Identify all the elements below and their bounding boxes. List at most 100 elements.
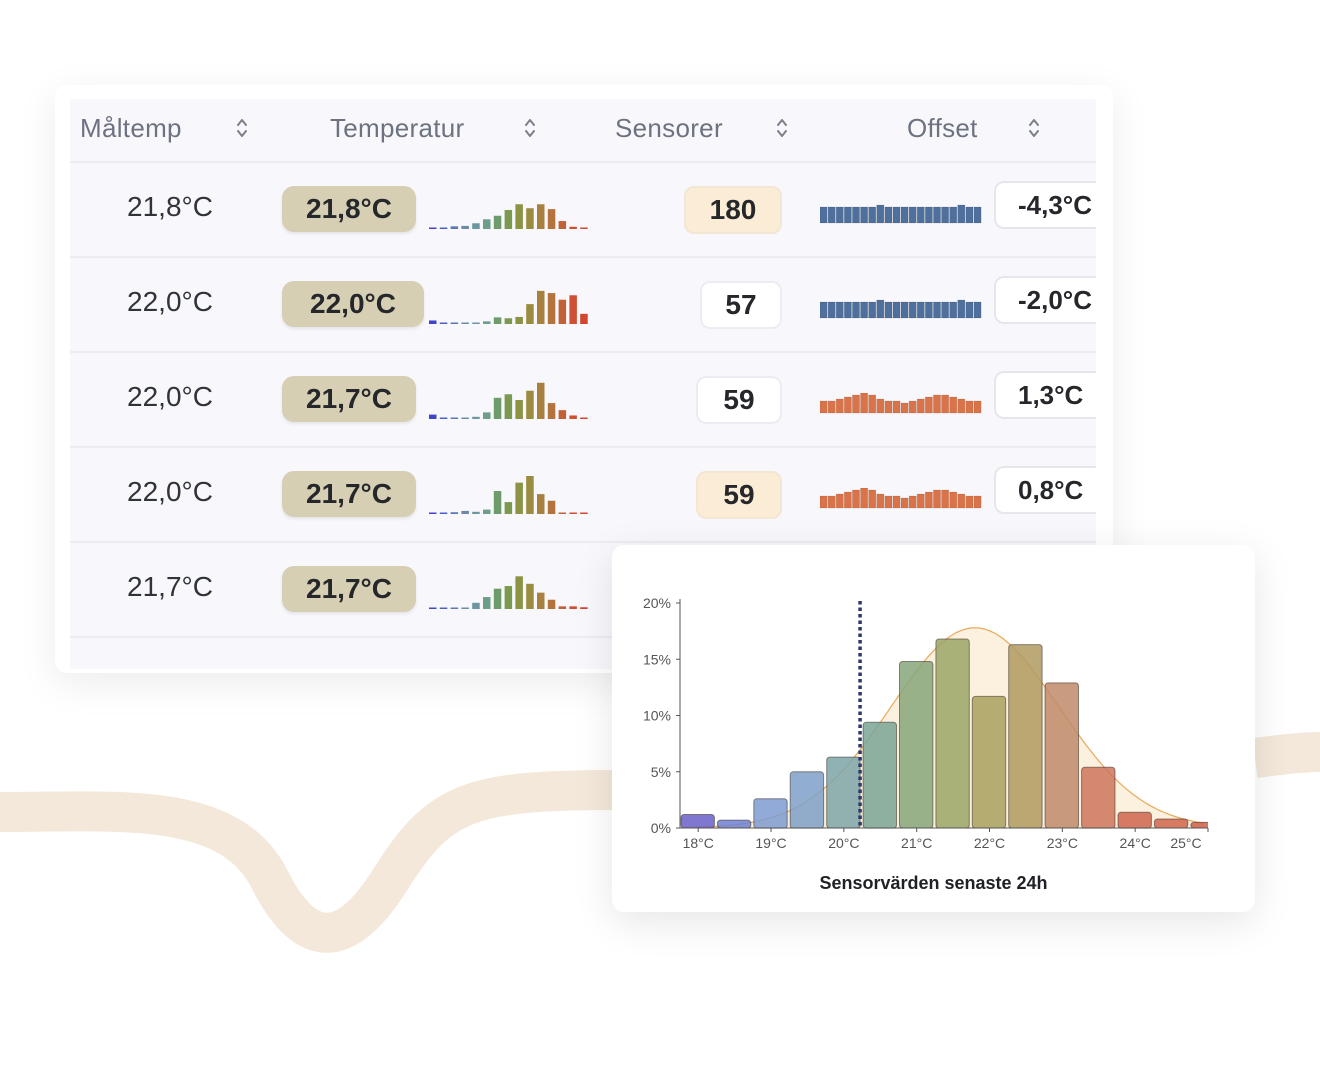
offset-strip-segment xyxy=(933,301,941,319)
target-temp: 22,0°C xyxy=(127,381,213,412)
offset-strip-segment xyxy=(835,493,844,509)
target-temp: 21,8°C xyxy=(127,191,213,222)
sparkline-bar xyxy=(429,320,437,324)
histogram-bar xyxy=(1008,644,1043,829)
sparkline-bar xyxy=(547,403,556,419)
offset-strip-segment xyxy=(973,206,982,224)
wave-right-stroke xyxy=(1252,732,1320,778)
offset-strip xyxy=(820,299,982,319)
offset-strip xyxy=(820,393,982,414)
offset-strip-segment xyxy=(884,495,893,509)
offset-strip-segment xyxy=(827,206,836,224)
offset-strip-segment xyxy=(925,396,933,414)
offset-strip-segment xyxy=(827,495,836,509)
column-header-sensorer[interactable]: Sensorer xyxy=(615,113,723,144)
temperature-badge: 21,8°C xyxy=(282,186,416,232)
target-temp: 22,0°C xyxy=(127,476,213,507)
sensor-count-badge: 59 xyxy=(696,471,782,519)
histogram-bar xyxy=(1081,766,1116,829)
temperature-sparkline xyxy=(429,476,588,514)
table-row[interactable]: 21,8°C 21,8°C 180 -4,3°C xyxy=(70,163,1096,258)
x-tick-label: 24°C xyxy=(1120,835,1151,851)
sensor-count-badge: 57 xyxy=(700,281,782,329)
table-row[interactable]: 21,7°C 21,7°C xyxy=(70,543,1096,638)
offset-strip-segment xyxy=(933,206,941,224)
sparkline-bar xyxy=(483,509,491,514)
sort-icon[interactable] xyxy=(523,115,537,141)
sparkline-bar xyxy=(472,223,480,229)
sparkline-bar xyxy=(450,607,459,609)
column-header-offset[interactable]: Offset xyxy=(907,113,978,144)
sparkline-bar xyxy=(439,417,448,419)
sparkline-bar xyxy=(547,293,556,324)
histogram-bar xyxy=(789,771,825,829)
sparkline-bar xyxy=(547,599,556,609)
temperature-sparkline xyxy=(429,576,588,609)
sparkline-bar xyxy=(558,221,567,229)
offset-strip-segment xyxy=(916,206,925,224)
sparkline-bar xyxy=(429,607,437,609)
offset-strip-segment xyxy=(868,301,877,319)
histogram-bar xyxy=(753,798,788,829)
sort-icon[interactable] xyxy=(235,115,249,141)
column-label: Sensorer xyxy=(615,113,723,143)
offset-strip-segment xyxy=(892,206,901,224)
histogram-bar xyxy=(1153,818,1189,829)
sparkline-bar xyxy=(483,412,491,419)
sparkline-bar xyxy=(504,318,513,324)
offset-strip-segment xyxy=(827,301,836,319)
sparkline-bar xyxy=(472,602,480,609)
sparkline-bar xyxy=(580,417,588,419)
column-header-temperatur[interactable]: Temperatur xyxy=(330,113,465,144)
x-tick-label: 23°C xyxy=(1047,835,1078,851)
sparkline-bar xyxy=(483,597,491,609)
sparkline-bar xyxy=(504,210,513,229)
offset-strip-segment xyxy=(973,400,982,414)
column-label: Måltemp xyxy=(80,113,182,143)
sparkline-bar xyxy=(526,476,534,514)
y-tick-label: 10% xyxy=(643,708,671,724)
offset-strip-segment xyxy=(852,206,860,224)
offset-strip-segment xyxy=(949,206,958,224)
column-label: Temperatur xyxy=(330,113,465,143)
offset-badge: 0,8°C xyxy=(994,466,1096,514)
offset-strip-segment xyxy=(965,206,974,224)
histogram-bar xyxy=(1044,682,1080,829)
offset-strip-segment xyxy=(843,206,852,224)
offset-strip-segment xyxy=(843,396,852,414)
column-header-maltemp[interactable]: Måltemp xyxy=(80,113,182,144)
offset-strip-segment xyxy=(925,491,933,509)
temperature-sparkline xyxy=(429,204,588,229)
sparkline-bar xyxy=(558,606,567,609)
x-tick-label: 25°C xyxy=(1170,835,1201,851)
sparkline-bar xyxy=(461,510,469,514)
temperature-badge: 22,0°C xyxy=(282,281,424,327)
sparkline-bar xyxy=(429,227,437,229)
column-label: Offset xyxy=(907,113,978,143)
offset-strip-segment xyxy=(827,400,836,414)
offset-strip-segment xyxy=(941,489,949,509)
sparkline-bar xyxy=(429,414,437,419)
sparkline-bar xyxy=(515,482,523,514)
sparkline-bar xyxy=(515,576,523,609)
table-row[interactable]: 22,0°C 21,7°C 59 0,8°C xyxy=(70,448,1096,543)
table-row[interactable]: 22,0°C 21,7°C 59 1,3°C xyxy=(70,353,1096,448)
sparkline-bar xyxy=(461,322,469,324)
sort-icon[interactable] xyxy=(775,115,789,141)
offset-strip-segment xyxy=(876,204,885,224)
offset-strip-segment xyxy=(868,206,877,224)
sparkline-bar xyxy=(450,512,459,514)
offset-strip-segment xyxy=(933,489,941,509)
sparkline-bar xyxy=(493,317,502,324)
histogram-bar xyxy=(716,819,752,829)
sparkline-bar xyxy=(569,415,577,419)
offset-strip-segment xyxy=(868,489,877,509)
sparkline-bar xyxy=(580,227,588,229)
sparkline-bar xyxy=(493,397,502,419)
sort-icon[interactable] xyxy=(1027,115,1041,141)
offset-strip-segment xyxy=(916,398,925,414)
offset-strip-segment xyxy=(884,400,893,414)
sparkline-bar xyxy=(515,316,523,324)
table-row[interactable]: 22,0°C 22,0°C 57 -2,0°C xyxy=(70,258,1096,353)
sparkline-bar xyxy=(450,226,459,229)
